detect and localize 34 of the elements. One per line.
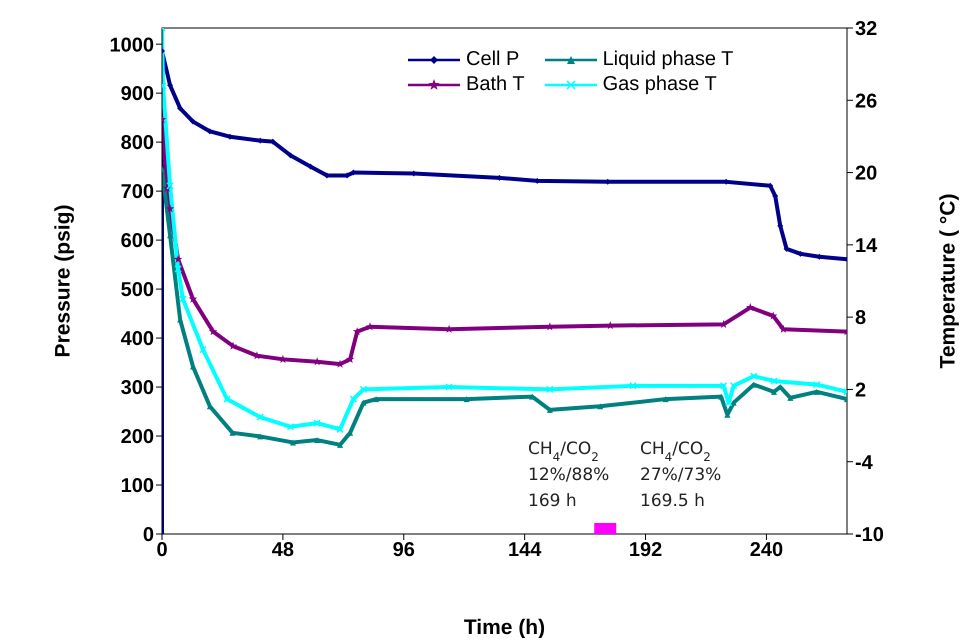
y-tick-label: 1000 — [110, 34, 154, 56]
y-tick-label: 100 — [120, 475, 154, 498]
x-tick-label: 144 — [508, 539, 542, 562]
y-tick-label: 500 — [120, 279, 154, 302]
y-tick-label: 800 — [120, 132, 154, 154]
x-tick-label: 96 — [392, 539, 415, 562]
x-tick-label: 0 — [156, 539, 168, 562]
y-axis-title: Pressure (psig) — [51, 204, 74, 358]
annotation: CH$_{4}$/CO$_{2}$ 27%/73% 169.5 h — [640, 439, 722, 511]
y-tick-label: 700 — [120, 181, 154, 204]
x-axis-title: Time (h) — [464, 616, 546, 639]
y-tick-label: 200 — [120, 426, 154, 448]
y2-tick-label: 2 — [855, 380, 866, 402]
x-tick-label: 48 — [272, 539, 294, 562]
legend-label: Bath T — [466, 73, 525, 96]
y2-tick-label: 32 — [855, 18, 878, 40]
y-tick-label: 600 — [120, 230, 154, 252]
legend-label: Gas phase T — [602, 73, 717, 96]
annotation: CH$_{4}$/CO$_{2}$ 12%/88% 169 h — [528, 439, 610, 511]
y-tick-label: 300 — [120, 377, 154, 400]
y-tick-label: 900 — [120, 83, 154, 106]
y2-tick-label: 20 — [855, 162, 878, 185]
x-tick-label: 192 — [628, 539, 662, 562]
y2-tick-label: 14 — [855, 234, 878, 257]
y-tick-label: 0 — [142, 524, 154, 546]
y2-axis-title: Temperature ( °C) — [936, 194, 960, 368]
legend-label: Liquid phase T — [602, 48, 734, 71]
x-tick-label: 240 — [750, 539, 784, 562]
legend-label: Cell P — [466, 48, 520, 71]
y2-tick-label: -10 — [855, 524, 884, 546]
y2-tick-label: 26 — [855, 90, 878, 112]
y-tick-label: 400 — [120, 328, 154, 350]
y2-tick-label: 8 — [855, 307, 866, 330]
y2-tick-label: -4 — [855, 452, 874, 474]
